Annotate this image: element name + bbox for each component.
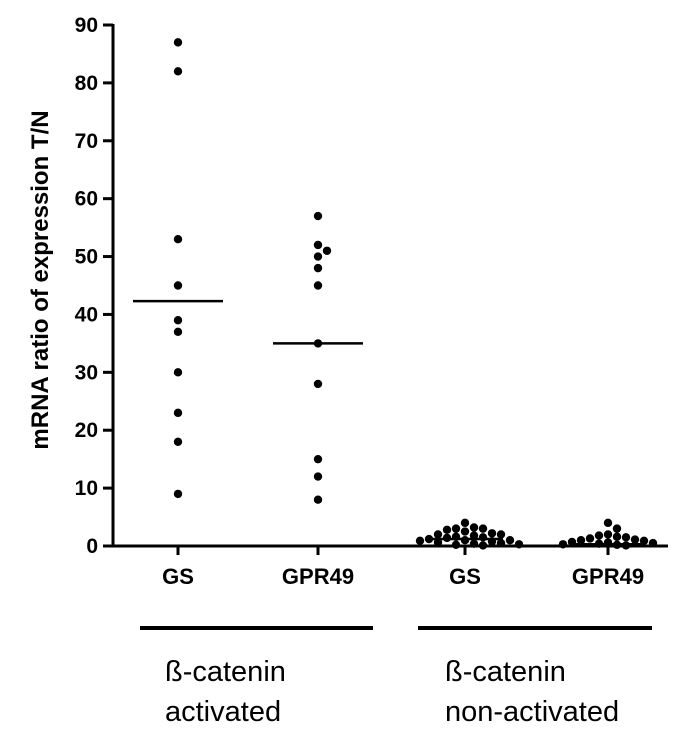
data-point bbox=[630, 535, 640, 544]
data-point bbox=[173, 368, 183, 377]
data-point bbox=[469, 523, 479, 532]
group-label-line1: ß-catenin bbox=[165, 656, 286, 688]
data-point bbox=[621, 533, 631, 542]
data-point bbox=[639, 536, 649, 545]
data-point bbox=[313, 454, 323, 464]
data-point bbox=[173, 437, 183, 446]
data-point bbox=[415, 536, 425, 545]
data-point bbox=[576, 536, 586, 545]
data-point bbox=[496, 530, 506, 539]
data-point bbox=[173, 234, 183, 244]
data-point bbox=[585, 534, 595, 543]
x-category-label: GS bbox=[162, 564, 194, 589]
x-category-label: GS bbox=[449, 564, 481, 589]
y-tick-label: 90 bbox=[75, 14, 98, 37]
data-point bbox=[313, 263, 323, 273]
data-point bbox=[558, 540, 568, 549]
data-points bbox=[173, 38, 658, 550]
y-axis: 0 10 20 30 40 50 60 70 80 90 bbox=[75, 14, 115, 558]
x-category-label: GPR49 bbox=[572, 564, 644, 589]
mean-lines bbox=[133, 299, 646, 546]
group-label-line2: activated bbox=[165, 696, 281, 728]
data-point bbox=[505, 536, 515, 545]
data-point bbox=[433, 530, 443, 539]
data-point bbox=[322, 246, 332, 255]
group-labels: ß-catenin activated ß-catenin non-activated bbox=[140, 626, 652, 728]
data-point bbox=[451, 524, 461, 533]
data-point bbox=[313, 379, 323, 389]
y-tick-label: 60 bbox=[75, 188, 98, 211]
y-tick-label: 50 bbox=[75, 246, 98, 269]
data-point bbox=[173, 489, 183, 499]
data-point bbox=[496, 538, 506, 548]
y-tick-label: 10 bbox=[75, 477, 98, 500]
data-point bbox=[313, 281, 323, 290]
data-point bbox=[433, 538, 443, 547]
data-point bbox=[173, 327, 183, 337]
group-label-line2: non-activated bbox=[445, 696, 619, 728]
data-point bbox=[594, 531, 604, 540]
x-axis: GS GPR49 GS GPR49 bbox=[111, 544, 668, 589]
y-tick-label: 20 bbox=[75, 419, 98, 442]
data-point bbox=[514, 540, 524, 549]
group-label-line1: ß-catenin bbox=[445, 656, 566, 688]
data-point bbox=[478, 541, 488, 550]
data-point bbox=[173, 281, 183, 290]
y-tick-label: 80 bbox=[75, 72, 98, 95]
data-point bbox=[460, 527, 470, 536]
data-point bbox=[612, 532, 622, 541]
data-point bbox=[442, 525, 452, 534]
data-point bbox=[313, 211, 323, 221]
data-point bbox=[173, 67, 183, 76]
data-point bbox=[487, 529, 497, 538]
y-axis-title: mRNA ratio of expression T/N bbox=[27, 110, 54, 449]
data-point bbox=[173, 316, 183, 325]
x-category-label: GPR49 bbox=[282, 564, 354, 589]
y-tick-label: 30 bbox=[75, 361, 98, 384]
data-point bbox=[460, 518, 470, 528]
y-tick-label: 0 bbox=[86, 535, 98, 558]
data-point bbox=[469, 531, 479, 540]
y-tick-label: 40 bbox=[75, 303, 98, 326]
data-point bbox=[469, 539, 479, 548]
data-point bbox=[603, 518, 613, 528]
data-point bbox=[313, 252, 323, 261]
data-point bbox=[648, 538, 658, 548]
data-point bbox=[313, 240, 323, 250]
data-point bbox=[612, 524, 622, 533]
y-tick-label: 70 bbox=[75, 130, 98, 153]
data-point bbox=[173, 38, 183, 47]
data-point bbox=[173, 408, 183, 418]
data-point bbox=[313, 472, 323, 481]
data-point bbox=[313, 495, 323, 504]
data-point bbox=[451, 540, 461, 550]
data-point bbox=[603, 530, 613, 539]
data-point bbox=[478, 524, 488, 533]
